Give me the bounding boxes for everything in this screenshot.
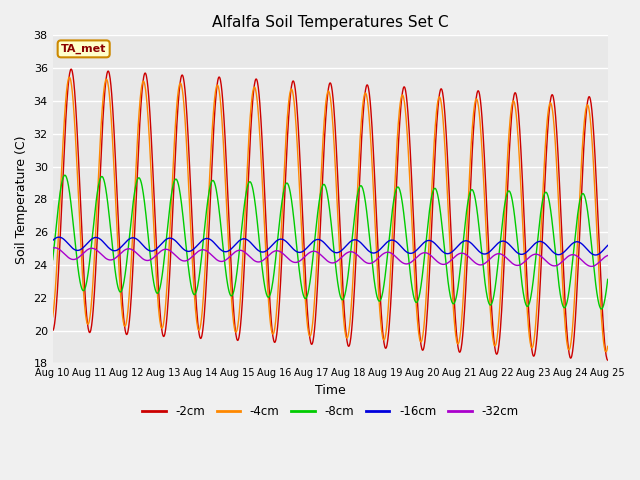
-8cm: [417, 286, 424, 291]
Line: -2cm: -2cm: [52, 69, 608, 360]
-16cm: [49, 238, 56, 243]
-8cm: [159, 266, 167, 272]
-2cm: [235, 336, 243, 342]
Line: -4cm: -4cm: [52, 77, 608, 352]
Legend: -2cm, -4cm, -8cm, -16cm, -32cm: -2cm, -4cm, -8cm, -16cm, -32cm: [138, 401, 523, 423]
-32cm: [173, 253, 180, 259]
-32cm: [538, 254, 546, 260]
Y-axis label: Soil Temperature (C): Soil Temperature (C): [15, 135, 28, 264]
-2cm: [417, 339, 424, 345]
-8cm: [49, 257, 56, 263]
-2cm: [538, 240, 546, 246]
-8cm: [61, 172, 69, 178]
-2cm: [159, 333, 167, 338]
-4cm: [602, 349, 609, 355]
-4cm: [173, 107, 180, 112]
-4cm: [417, 339, 424, 345]
Line: -32cm: -32cm: [52, 248, 608, 266]
-4cm: [235, 317, 243, 323]
-4cm: [49, 314, 56, 320]
-16cm: [604, 242, 612, 248]
-2cm: [490, 328, 497, 334]
Line: -16cm: -16cm: [52, 237, 608, 255]
-16cm: [538, 239, 546, 245]
-4cm: [604, 344, 612, 349]
-16cm: [159, 240, 167, 245]
-2cm: [67, 66, 75, 72]
-2cm: [604, 357, 612, 363]
-8cm: [604, 276, 612, 282]
-16cm: [235, 239, 243, 244]
-8cm: [598, 306, 605, 312]
-2cm: [49, 328, 56, 334]
-16cm: [490, 245, 497, 251]
-32cm: [588, 264, 595, 269]
-32cm: [604, 252, 612, 258]
-4cm: [65, 74, 73, 80]
-16cm: [173, 239, 180, 245]
-16cm: [55, 234, 63, 240]
-4cm: [490, 337, 497, 343]
-32cm: [159, 247, 167, 253]
-8cm: [490, 296, 497, 302]
X-axis label: Time: Time: [315, 384, 346, 397]
-2cm: [173, 129, 180, 134]
-32cm: [235, 248, 243, 253]
Text: TA_met: TA_met: [61, 44, 106, 54]
-8cm: [173, 177, 180, 182]
-4cm: [538, 203, 546, 208]
Line: -8cm: -8cm: [52, 175, 608, 309]
-8cm: [538, 201, 546, 206]
-16cm: [417, 243, 424, 249]
-32cm: [417, 251, 424, 257]
-32cm: [51, 245, 58, 251]
-32cm: [490, 253, 497, 259]
-4cm: [159, 324, 167, 329]
-16cm: [592, 252, 600, 258]
Title: Alfalfa Soil Temperatures Set C: Alfalfa Soil Temperatures Set C: [212, 15, 449, 30]
-8cm: [235, 255, 243, 261]
-32cm: [49, 245, 56, 251]
